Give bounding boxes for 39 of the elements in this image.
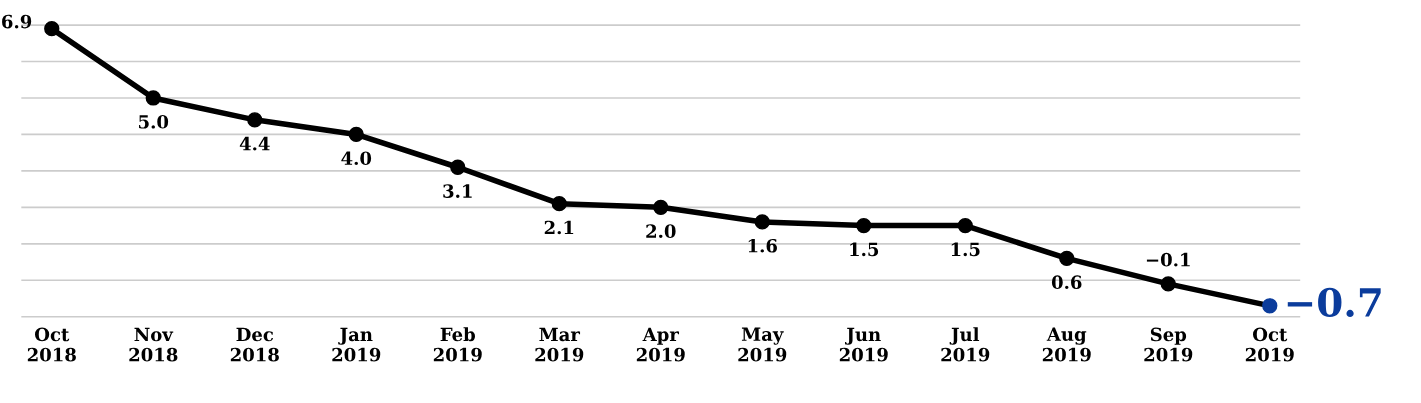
x-tick-label: Feb 2019 bbox=[433, 327, 482, 362]
point bbox=[348, 126, 364, 143]
data-label: 4.4 bbox=[239, 136, 270, 151]
x-tick-label: May 2019 bbox=[738, 327, 787, 362]
data-label: 1.5 bbox=[951, 242, 980, 257]
point bbox=[551, 196, 567, 212]
data-label: 4.0 bbox=[341, 151, 372, 166]
x-tick-label: Jul 2019 bbox=[941, 327, 990, 362]
data-label: 2.0 bbox=[646, 224, 676, 238]
data-label: 0.6 bbox=[1051, 275, 1082, 290]
x-tick-label: Oct 2019 bbox=[1245, 327, 1294, 362]
x-tick-label: Jun 2019 bbox=[839, 327, 888, 362]
point bbox=[754, 214, 770, 230]
point bbox=[957, 217, 973, 234]
data-label: −0.7 bbox=[1287, 287, 1381, 318]
x-tick-label: Sep 2019 bbox=[1144, 327, 1193, 362]
data-label: 2.1 bbox=[544, 220, 574, 235]
point bbox=[1160, 276, 1176, 292]
point bbox=[653, 199, 669, 215]
x-tick-label: Aug 2019 bbox=[1042, 327, 1091, 362]
data-label: 3.1 bbox=[443, 184, 472, 198]
point bbox=[1059, 250, 1075, 267]
point bbox=[856, 217, 872, 234]
data-label: 1.6 bbox=[748, 238, 777, 253]
point bbox=[145, 90, 161, 106]
x-tick-label: Dec 2018 bbox=[230, 327, 279, 362]
x-tick-label: Apr 2019 bbox=[636, 327, 685, 362]
x-tick-label: Oct 2018 bbox=[27, 327, 76, 362]
point bbox=[450, 159, 466, 175]
x-tick-label: Nov 2018 bbox=[129, 327, 178, 362]
x-tick-label: Jan 2019 bbox=[332, 327, 381, 362]
point bbox=[44, 21, 60, 37]
data-label: −0.1 bbox=[1146, 252, 1190, 267]
point bbox=[1262, 298, 1278, 314]
data-label: 6.9 bbox=[2, 14, 32, 29]
x-tick-label: Mar 2019 bbox=[535, 327, 584, 362]
data-label: 1.5 bbox=[850, 242, 879, 257]
data-label: 5.0 bbox=[139, 114, 169, 129]
point bbox=[247, 112, 263, 128]
